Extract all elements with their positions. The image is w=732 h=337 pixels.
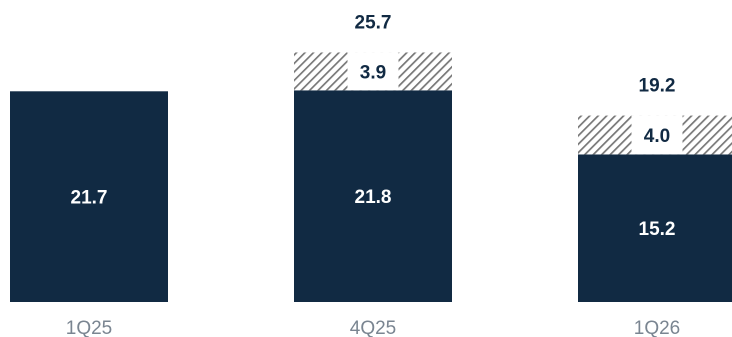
bar-hatched-value-label: 4.0 — [644, 126, 670, 147]
x-axis-tick-label: 1Q26 — [634, 318, 680, 337]
bar-total-label: 19.2 — [639, 76, 676, 97]
x-axis-tick-label: 4Q25 — [350, 318, 396, 337]
bar-base-4Q25 — [294, 90, 452, 303]
bar-base-value-label: 21.8 — [355, 187, 392, 208]
bar-base-1Q25 — [10, 91, 168, 302]
hatched-label-box — [631, 115, 683, 155]
bar-base-value-label: 15.2 — [639, 219, 676, 240]
hatched-label-box — [347, 52, 399, 91]
bar-hatched-value-label: 3.9 — [360, 62, 386, 83]
bar-base-1Q26 — [578, 154, 732, 302]
x-axis-tick-label: 1Q25 — [66, 318, 112, 337]
bar-total-label: 25.7 — [355, 12, 392, 33]
bar-base-value-label: 21.7 — [71, 188, 108, 209]
